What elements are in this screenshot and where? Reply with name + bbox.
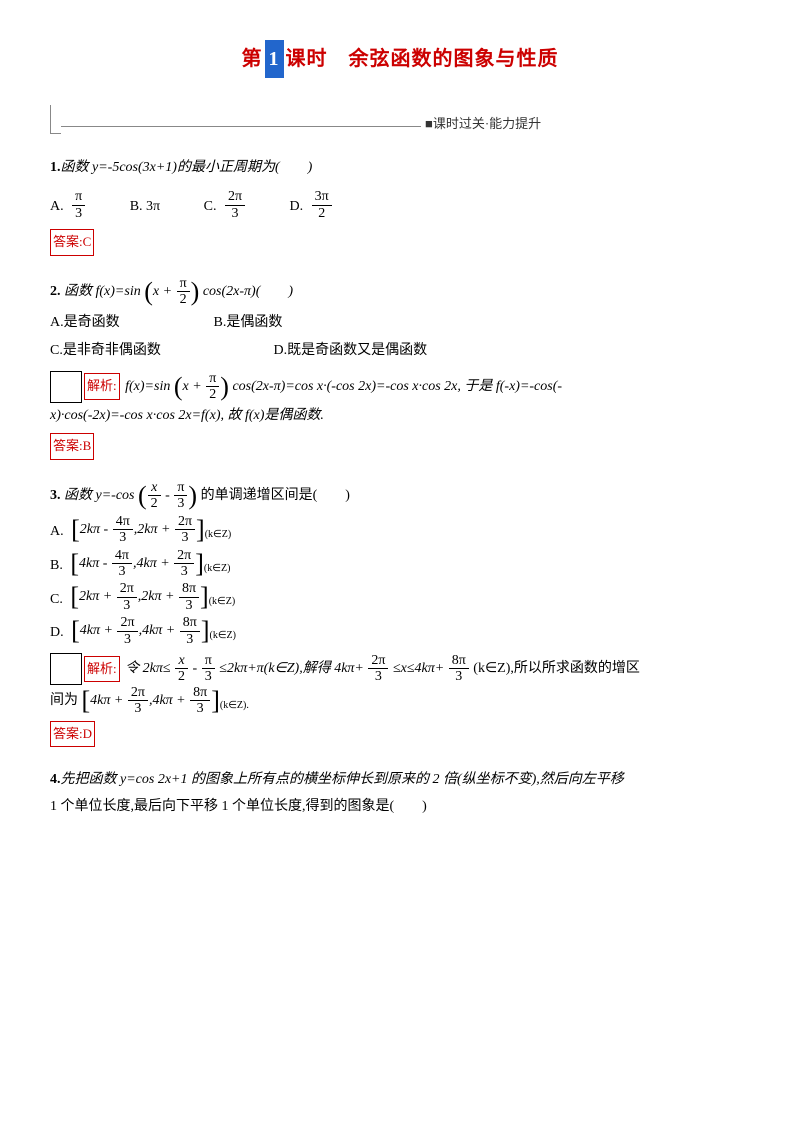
q2-inner-x: x + — [153, 284, 176, 299]
q2-optA: A.是奇函数 — [50, 310, 210, 337]
q3-optA: A. [2kπ - 4π3,2kπ + 2π3](k∈Z) — [50, 514, 750, 546]
q3-text-post: 的单调递增区间是( ) — [201, 488, 350, 503]
q3-answer-label: 答案:D — [50, 721, 95, 748]
q2-optC: C.是非奇非偶函数 — [50, 338, 270, 365]
q2-inner-frac: π2 — [177, 276, 190, 308]
q2-sol-line2: x)·cos(-2x)=-cos x·cos 2x=f(x), 故 f(x)是偶… — [50, 403, 750, 430]
q3-optB: B. [4kπ - 4π3,4kπ + 2π3](k∈Z) — [50, 548, 750, 580]
q1-num: 1. — [50, 160, 61, 175]
title-pre: 第 — [242, 48, 263, 70]
q1-answer-label: 答案:C — [50, 229, 94, 256]
page-title: 第1课时 余弦函数的图象与性质 — [50, 40, 750, 78]
title-box: 1 — [265, 40, 284, 78]
question-3: 3. 函数 y=-cos (x2 - π3) 的单调递增区间是( ) A. [2… — [50, 480, 750, 759]
q2-text-pre: 函数 f(x)=sin — [64, 284, 141, 299]
q1-optC-lead: C. — [204, 194, 217, 221]
q3-text-pre: 函数 y=-cos — [64, 488, 135, 503]
q1-text: 函数 y=-5cos(3x+1)的最小正周期为( ) — [61, 160, 313, 175]
q4-line2: 1 个单位长度,最后向下平移 1 个单位长度,得到的图象是( ) — [50, 794, 750, 821]
q2-text-post: cos(2x-π)( ) — [203, 284, 293, 299]
q2-lparen: ( — [144, 277, 153, 306]
q2-answer-label: 答案:B — [50, 433, 94, 460]
section-divider: ■课时过关·能力提升 — [50, 102, 750, 137]
q3-sol-box — [50, 653, 82, 685]
divider-corner — [50, 105, 61, 134]
q2-num: 2. — [50, 284, 61, 299]
q2-sol-pre: f(x)=sin — [125, 379, 170, 394]
q1-optB: B. 3π — [130, 194, 160, 221]
q1-optA-frac: π3 — [72, 189, 85, 221]
q1-optC-frac: 2π3 — [225, 189, 245, 221]
divider-label: ■课时过关·能力提升 — [425, 112, 541, 137]
q1-optD-frac: 3π2 — [312, 189, 332, 221]
q3-num: 3. — [50, 488, 61, 503]
q2-optB: B.是偶函数 — [214, 315, 283, 330]
question-2: 2. 函数 f(x)=sin (x + π2) cos(2x-π)( ) A.是… — [50, 276, 750, 472]
divider-line — [61, 126, 421, 127]
q1-options: A. π3 B. 3π C. 2π3 D. 3π2 — [50, 189, 750, 221]
q1-optD-lead: D. — [290, 194, 304, 221]
q2-sol-box — [50, 371, 82, 403]
question-1: 1.函数 y=-5cos(3x+1)的最小正周期为( ) A. π3 B. 3π… — [50, 155, 750, 268]
q3-optC: C. [2kπ + 2π3,2kπ + 8π3](k∈Z) — [50, 581, 750, 613]
question-4: 4.先把函数 y=cos 2x+1 的图象上所有点的横坐标伸长到原来的 2 倍(… — [50, 767, 750, 820]
q3-sol-label: 解析: — [84, 656, 120, 683]
title-post: 课时 余弦函数的图象与性质 — [286, 48, 559, 70]
q4-line1: 先把函数 y=cos 2x+1 的图象上所有点的横坐标伸长到原来的 2 倍(纵坐… — [61, 772, 624, 787]
q3-optD: D. [4kπ + 2π3,4kπ + 8π3](k∈Z) — [50, 615, 750, 647]
q1-optA-lead: A. — [50, 194, 64, 221]
q2-rparen: ) — [191, 277, 200, 306]
q2-sol-line1: cos(2x-π)=cos x·(-cos 2x)=-cos x·cos 2x,… — [232, 379, 562, 394]
q2-sol-label: 解析: — [84, 373, 120, 400]
q2-optD: D.既是奇函数又是偶函数 — [274, 343, 428, 358]
q4-num: 4. — [50, 772, 61, 787]
